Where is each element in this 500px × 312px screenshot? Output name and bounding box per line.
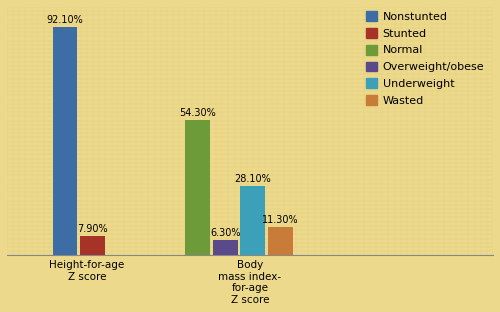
Text: 54.30%: 54.30%	[179, 109, 216, 119]
Bar	[240, 186, 265, 256]
Text: 11.30%: 11.30%	[262, 215, 298, 225]
Bar	[268, 227, 293, 256]
Bar	[212, 240, 238, 256]
Text: 92.10%: 92.10%	[46, 15, 84, 25]
Bar	[185, 120, 210, 256]
Bar	[52, 27, 78, 256]
Text: 28.10%: 28.10%	[234, 173, 271, 183]
Legend: Nonstunted, Stunted, Normal, Overweight/obese, Underweight, Wasted: Nonstunted, Stunted, Normal, Overweight/…	[362, 7, 488, 110]
Bar	[80, 236, 105, 256]
Text: 6.30%: 6.30%	[210, 228, 240, 238]
Text: 7.90%: 7.90%	[78, 224, 108, 234]
